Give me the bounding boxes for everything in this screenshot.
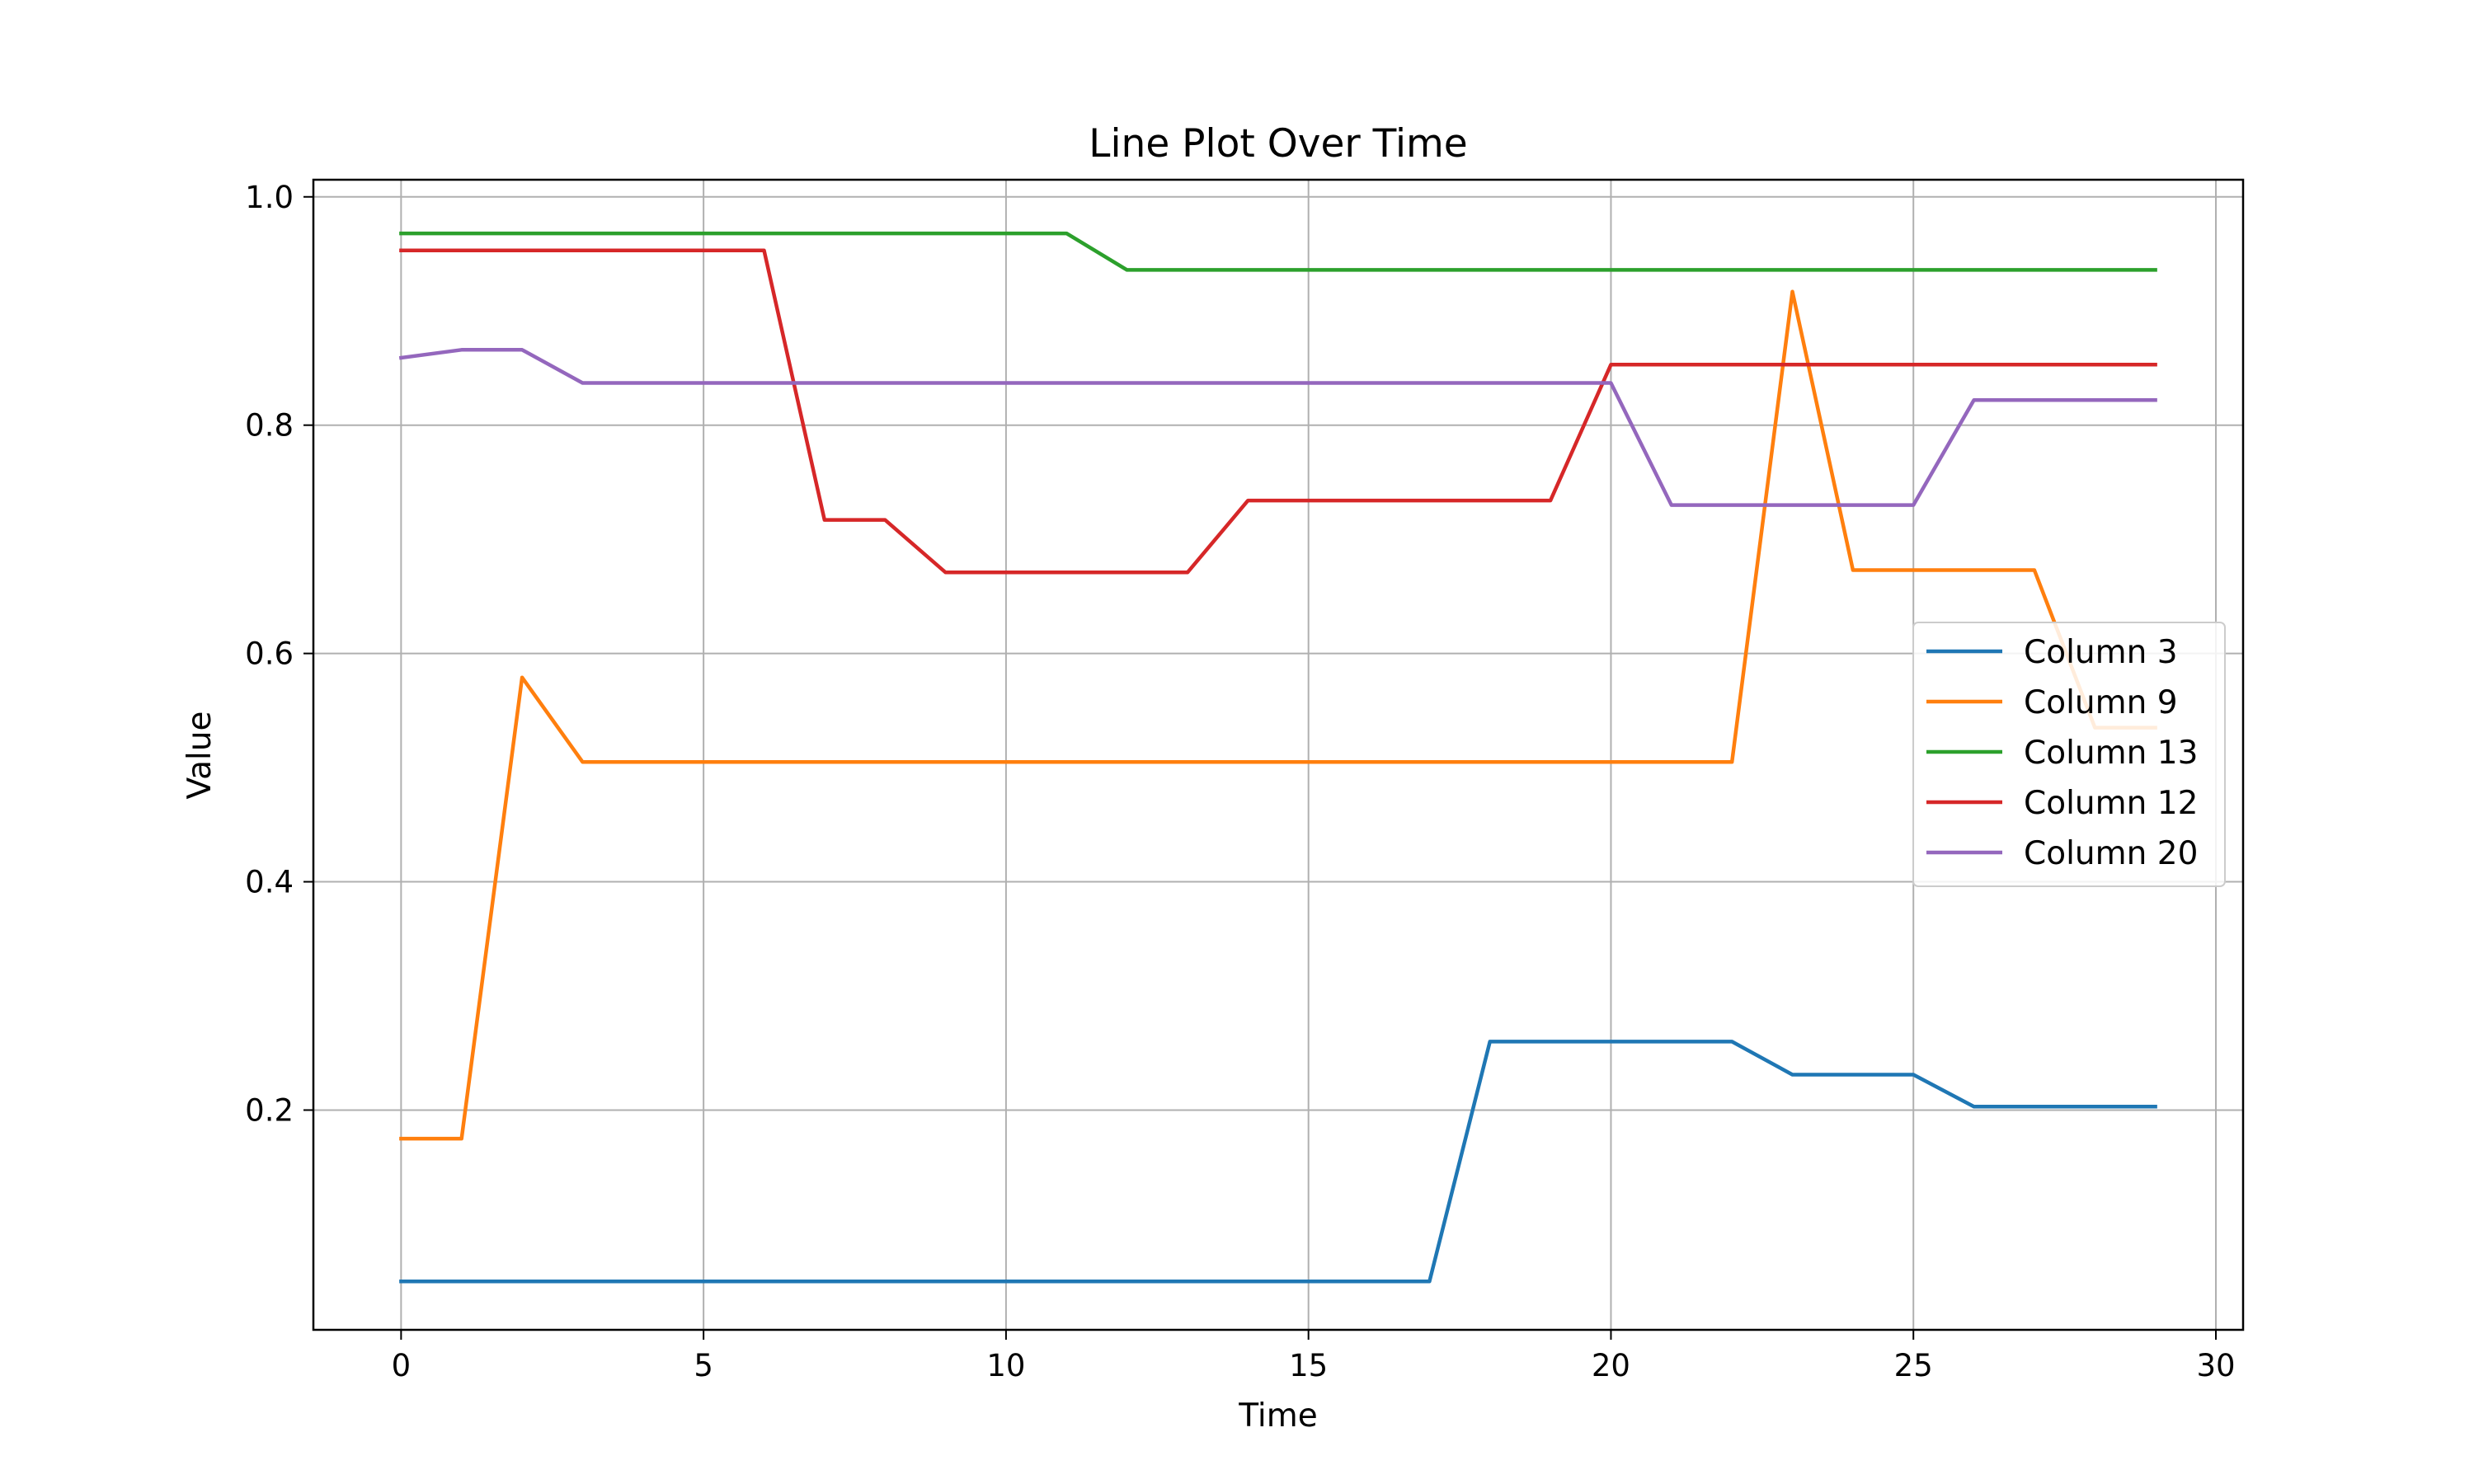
- chart-title: Line Plot Over Time: [1089, 121, 1467, 167]
- legend-label: Column 13: [2024, 735, 2198, 772]
- series-line-column-12: [399, 248, 2157, 575]
- series-line-column-3: [399, 1040, 2157, 1284]
- legend-label: Column 9: [2024, 684, 2178, 721]
- x-tick-label: 5: [694, 1348, 713, 1383]
- x-tick-label: 15: [1289, 1348, 1328, 1383]
- legend-label: Column 12: [2024, 785, 2198, 822]
- legend: Column 3 Column 9 Column 13 Column 12 Column…: [1912, 622, 2226, 887]
- plot-area-frame: [312, 178, 2245, 1331]
- x-tick-label: 0: [392, 1348, 412, 1383]
- x-axis: 0 5 10 15 20 25 30: [392, 1330, 2236, 1383]
- legend-label: Column 3: [2024, 634, 2178, 671]
- x-axis-label: Time: [1238, 1397, 1317, 1435]
- y-axis: 0.2 0.4 0.6 0.8 1.0: [245, 180, 313, 1128]
- series-lines: [398, 231, 2157, 1284]
- y-tick-label: 1.0: [245, 180, 294, 215]
- x-tick-label: 20: [1592, 1348, 1630, 1383]
- series-line-column-13: [399, 231, 2157, 272]
- y-tick-label: 0.8: [245, 408, 294, 444]
- y-axis-label: Value: [181, 711, 219, 799]
- legend-box: [1912, 622, 2226, 887]
- series-line-column-20: [398, 348, 2157, 507]
- legend-label: Column 20: [2024, 835, 2198, 872]
- y-tick-label: 0.4: [245, 865, 294, 900]
- series-line-column-9: [399, 289, 2157, 1141]
- x-tick-label: 10: [986, 1348, 1025, 1383]
- y-tick-label: 0.6: [245, 636, 294, 672]
- x-tick-label: 25: [1894, 1348, 1933, 1383]
- y-tick-label: 0.2: [245, 1092, 294, 1128]
- x-tick-label: 30: [2196, 1348, 2235, 1383]
